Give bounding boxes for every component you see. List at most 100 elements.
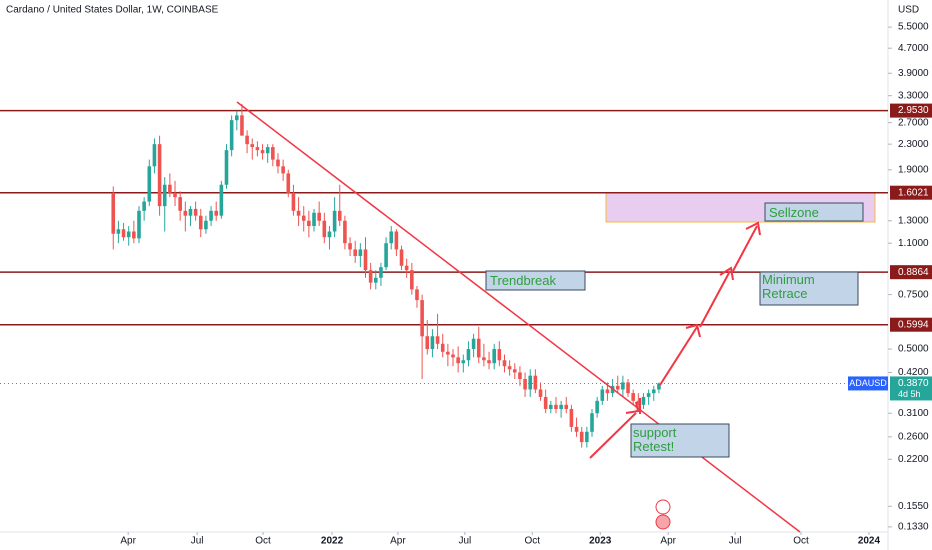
- candle-body: [260, 150, 265, 154]
- x-tick-label: 2023: [589, 536, 612, 547]
- note: Minimum Retrace: [762, 273, 815, 301]
- candle-body: [471, 338, 476, 350]
- candle-body: [132, 231, 136, 239]
- y-tick-label: 0.7500: [898, 289, 929, 300]
- countdown-label: 4d 5h: [898, 389, 921, 399]
- arrow-head: [685, 323, 701, 338]
- y-tick-label: 2.3000: [898, 139, 929, 150]
- candle-body: [368, 270, 373, 283]
- candle-body: [229, 120, 234, 151]
- candle-body: [451, 354, 455, 358]
- candle-body: [343, 220, 347, 244]
- y-tick-label: 3.3000: [898, 90, 929, 101]
- level-tag: [890, 317, 932, 332]
- candle-body: [579, 431, 584, 443]
- candle-body: [564, 404, 569, 409]
- chart-title: Cardano / United States Dollar, 1W, COIN…: [6, 5, 219, 16]
- x-tick-label: Apr: [120, 536, 136, 547]
- candle-body: [440, 343, 445, 352]
- candle-body: [636, 400, 641, 405]
- candle-body: [476, 338, 481, 358]
- candle-body: [631, 393, 635, 401]
- candle-body: [538, 389, 543, 397]
- trend-line: [236, 101, 801, 533]
- candle-body: [307, 220, 311, 227]
- note-box: [630, 423, 730, 458]
- arrow-line: [732, 225, 758, 272]
- y-tick-label: 0.2600: [898, 431, 929, 442]
- candle-body: [394, 231, 399, 250]
- y-tick-label: 0.2200: [898, 454, 929, 465]
- x-tick-label: Oct: [793, 536, 809, 547]
- candle-body: [497, 349, 502, 361]
- candle-body: [235, 115, 239, 121]
- candle-body: [512, 369, 517, 373]
- candle-body: [415, 289, 419, 301]
- candle-body: [507, 366, 512, 370]
- note-box: [759, 271, 859, 306]
- candle-body: [183, 210, 188, 216]
- candle-body: [152, 144, 157, 167]
- candle-body: [569, 408, 574, 427]
- x-tick-label: Jul: [191, 536, 204, 547]
- level-label: 1.6021: [898, 187, 929, 198]
- candle-body: [178, 197, 182, 211]
- candle-body: [559, 404, 563, 409]
- event-icon: [655, 514, 671, 530]
- candle-body: [523, 379, 527, 390]
- candle-body: [327, 231, 332, 238]
- candle-body: [276, 159, 280, 167]
- arrows: [589, 221, 761, 459]
- x-tick-label: Oct: [255, 536, 271, 547]
- candle-body: [435, 336, 440, 344]
- note: Sellzone: [769, 205, 819, 220]
- candle-body: [533, 375, 538, 390]
- candle-body: [389, 231, 394, 244]
- y-unit: USD: [898, 5, 919, 16]
- candle-body: [404, 265, 409, 271]
- candle-body: [456, 357, 460, 364]
- candle-body: [250, 144, 255, 148]
- level-label: 0.5994: [898, 319, 929, 330]
- candle-body: [157, 144, 162, 207]
- level-label: 2.9530: [898, 105, 929, 116]
- candle-body: [430, 336, 435, 350]
- x-tick-label: 2024: [858, 536, 881, 547]
- candle-body: [224, 150, 229, 185]
- level-label: 0.8864: [898, 267, 929, 278]
- x-tick-label: Apr: [660, 536, 676, 547]
- candle-body: [543, 396, 548, 409]
- candle-body: [240, 115, 244, 136]
- y-tick-label: 0.1550: [898, 501, 929, 512]
- candle-body: [245, 135, 249, 145]
- candle-body: [291, 192, 296, 211]
- candle-body: [528, 375, 533, 390]
- y-tick-label: 1.1000: [898, 238, 929, 249]
- candle-body: [595, 400, 599, 414]
- candle-body: [296, 210, 301, 216]
- candle-body: [204, 220, 208, 230]
- candle-body: [255, 147, 260, 151]
- candle-body: [657, 383, 661, 390]
- y-tick-label: 1.9000: [898, 164, 929, 175]
- level-tag: [890, 103, 932, 118]
- x-tick-label: Oct: [525, 536, 541, 547]
- levels: [0, 109, 888, 384]
- candle-body: [425, 336, 430, 350]
- arrow-head: [745, 221, 761, 236]
- candle-body: [332, 210, 337, 232]
- x-tick-label: Jul: [729, 536, 742, 547]
- candle-body: [214, 210, 219, 216]
- candle-body: [219, 184, 224, 216]
- candle-body: [466, 349, 471, 361]
- candle-body: [482, 357, 486, 361]
- candle-body: [461, 360, 466, 364]
- candle-body: [116, 229, 121, 234]
- candle-body: [173, 192, 177, 198]
- candle-body: [621, 382, 625, 390]
- candle-body: [348, 243, 352, 250]
- event-icon: [655, 499, 671, 515]
- candle-body: [554, 404, 558, 409]
- candle-body: [600, 389, 605, 401]
- y-tick-label: 0.5000: [898, 344, 929, 355]
